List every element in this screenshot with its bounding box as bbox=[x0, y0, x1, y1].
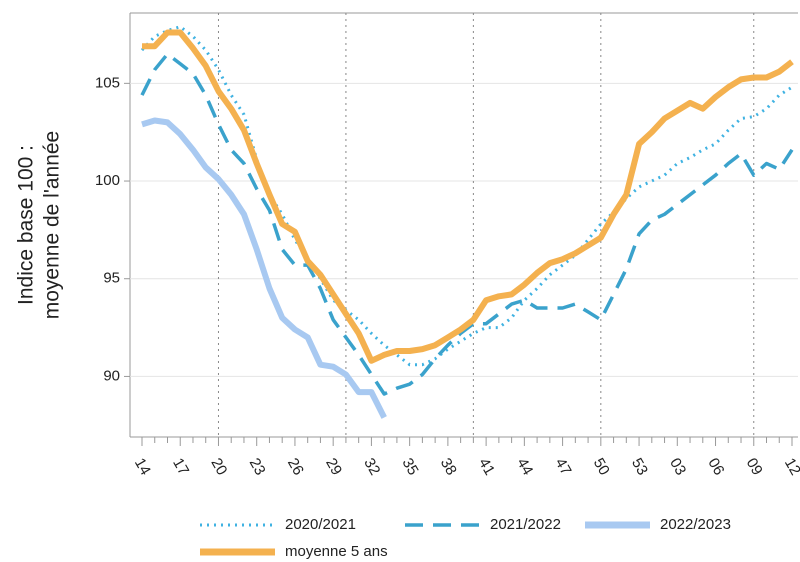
x-tick-label: 03 bbox=[666, 455, 689, 478]
series-line bbox=[142, 29, 794, 364]
legend-label: 2021/2022 bbox=[490, 516, 561, 533]
x-tick-label: 26 bbox=[284, 455, 307, 478]
y-axis-title-line: Indice base 100 : bbox=[15, 145, 38, 305]
series-line bbox=[141, 117, 387, 419]
legend-label: 2022/2023 bbox=[660, 516, 731, 533]
x-tick-label: 53 bbox=[628, 455, 651, 478]
x-tick-label: 35 bbox=[399, 455, 422, 478]
x-tick-label: 14 bbox=[131, 455, 154, 478]
legend-label: moyenne 5 ans bbox=[285, 543, 388, 560]
x-tick-label: 32 bbox=[360, 455, 383, 478]
y-tick-label: 95 bbox=[103, 270, 120, 287]
x-tick-label: 20 bbox=[207, 455, 230, 478]
x-tick-label: 17 bbox=[169, 455, 192, 478]
x-tick-label: 23 bbox=[246, 455, 269, 478]
series-line bbox=[140, 25, 793, 367]
x-tick-label: 38 bbox=[437, 455, 460, 478]
x-tick-label: 29 bbox=[322, 455, 345, 478]
x-tick-label: 44 bbox=[513, 455, 536, 478]
series-line bbox=[140, 52, 794, 396]
x-tick-label: 12 bbox=[781, 455, 800, 478]
x-tick-label: 06 bbox=[704, 455, 727, 478]
y-axis-title-line: moyenne de l'année bbox=[41, 131, 64, 320]
x-tick-label: 41 bbox=[475, 455, 498, 478]
legend-label: 2020/2021 bbox=[285, 516, 356, 533]
y-tick-label: 105 bbox=[95, 74, 120, 91]
y-tick-label: 100 bbox=[95, 172, 120, 189]
y-tick-label: 90 bbox=[103, 367, 120, 384]
y-axis-title: Indice base 100 : moyenne de l'année bbox=[15, 131, 64, 320]
x-tick-label: 50 bbox=[590, 455, 613, 478]
x-tick-label: 09 bbox=[743, 455, 766, 478]
x-tick-label: 47 bbox=[552, 455, 575, 478]
